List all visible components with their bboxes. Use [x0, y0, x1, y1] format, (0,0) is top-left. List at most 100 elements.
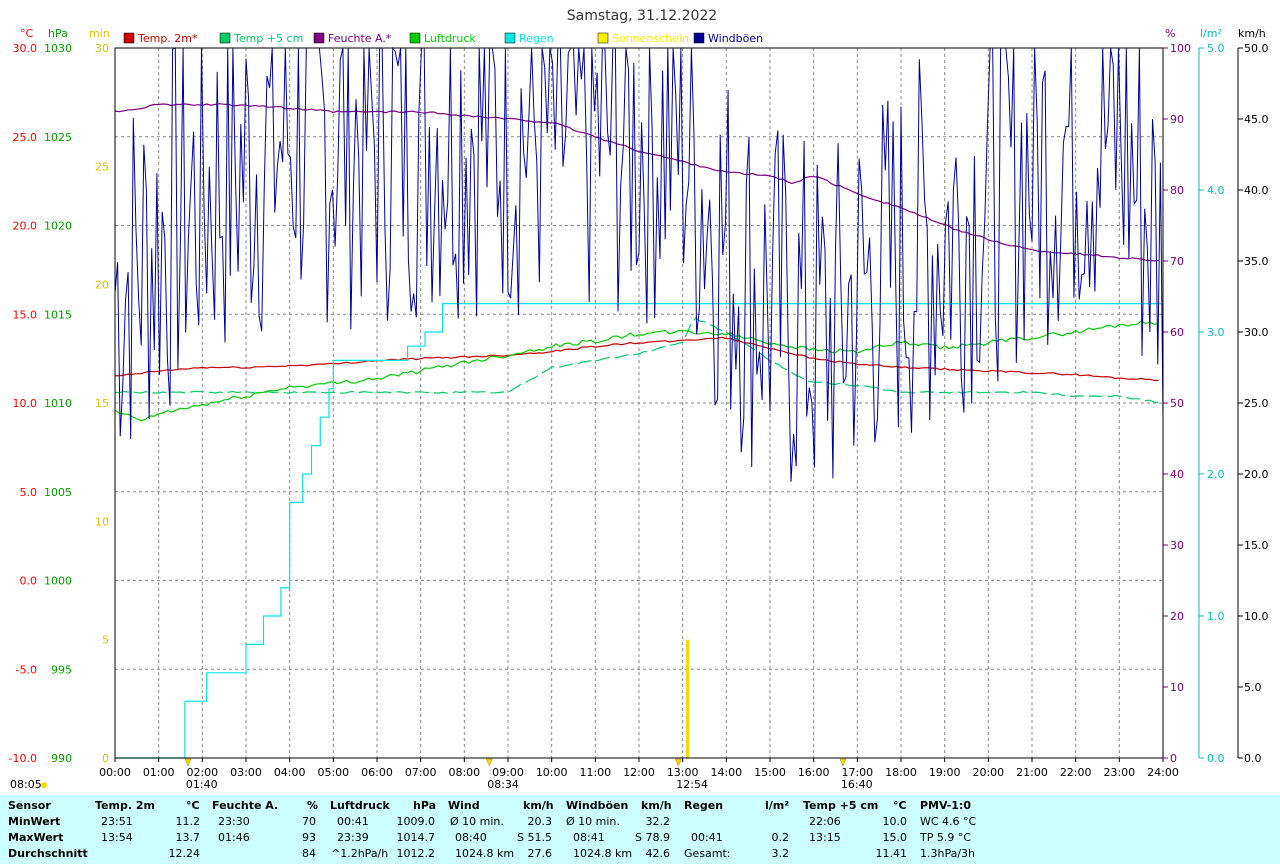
stats-header-t5-unit: °C — [893, 799, 907, 812]
avg-wind-value: 27.6 — [527, 847, 553, 860]
grid — [115, 48, 1163, 758]
series-layer — [114, 46, 1164, 759]
min-press-time: 00:41 — [337, 815, 369, 828]
max-rain-time: 00:41 — [691, 831, 723, 844]
temp-tick-label: 10.0 — [13, 397, 38, 410]
pressure-tick-label: 990 — [51, 752, 72, 765]
pressure-tick-label: 1025 — [44, 131, 72, 144]
axis-unit-labels: °C hPa min% l/m² km/h — [20, 27, 1266, 40]
temp-tick-label: 15.0 — [13, 308, 38, 321]
max-hum-time: 01:46 — [218, 831, 250, 844]
legend-swatch — [504, 32, 516, 44]
temp-tick-label: 0.0 — [20, 575, 38, 588]
humidity-tick-label: 50 — [1170, 397, 1184, 410]
humidity-tick-label: 30 — [1170, 539, 1184, 552]
humidity-tick-label: 0 — [1170, 752, 1177, 765]
stats-header-pressure: Luftdruck — [330, 799, 390, 812]
wind-tick-label: 25.0 — [1244, 397, 1269, 410]
x-tick-label: 10:00 — [536, 766, 568, 779]
stats-row-avg-label: Durchschnitt — [8, 847, 88, 860]
x-tick-label: 01:00 — [143, 766, 175, 779]
x-tick-label: 02:00 — [186, 766, 218, 779]
legend-label: Luftdruck — [424, 32, 476, 45]
temp-tick-label: 20.0 — [13, 220, 38, 233]
sunshine-bar — [686, 639, 690, 758]
pressure-tick-label: 1000 — [44, 575, 72, 588]
marker-label: 01:40 — [186, 778, 218, 791]
x-tick-label: 12:00 — [623, 766, 655, 779]
plot-frame — [114, 47, 1164, 759]
x-tick-label: 11:00 — [579, 766, 611, 779]
min-temp-time: 23:51 — [101, 815, 133, 828]
min-pmv: WC 4.6 °C — [920, 815, 977, 828]
max-gust-value: S 78.9 — [635, 831, 670, 844]
marker-label: 08:34 — [487, 778, 519, 791]
stats-header-wind: Wind — [448, 799, 480, 812]
stats-header-gust-unit: km/h — [641, 799, 672, 812]
series-temp-2m — [114, 336, 1159, 382]
x-tick-label: 07:00 — [405, 766, 437, 779]
temp-unit-label: °C — [20, 27, 34, 40]
weather-chart: Samstag, 31.12.2022 Temp. 2m* Temp +5 cm F… — [9, 8, 1269, 791]
sunshine-tick-label: 20 — [95, 279, 109, 292]
stats-header-wind-unit: km/h — [523, 799, 554, 812]
pressure-tick-label: 1005 — [44, 486, 72, 499]
x-tick-label: 15:00 — [754, 766, 786, 779]
rain-tick-label: 1.0 — [1207, 610, 1225, 623]
humidity-tick-label: 70 — [1170, 255, 1184, 268]
x-tick-label: 16:00 — [798, 766, 830, 779]
avg-temp-value: 12.24 — [168, 847, 201, 860]
x-tick-label: 22:00 — [1060, 766, 1092, 779]
legend: Temp. 2m* Temp +5 cm Feuchte A.* Luftdruck R… — [123, 32, 763, 45]
min-hum-value: 70 — [302, 815, 316, 828]
legend-swatch — [219, 32, 231, 44]
x-tick-label: 21:00 — [1016, 766, 1048, 779]
stats-header-rain: Regen — [684, 799, 724, 812]
sunshine-tick-label: 25 — [95, 160, 109, 173]
avg-t5-value: 11.41 — [875, 847, 908, 860]
pressure-tick-label: 1030 — [44, 42, 72, 55]
wind-tick-label: 50.0 — [1244, 42, 1269, 55]
min-hum-time: 23:30 — [218, 815, 250, 828]
legend-swatch — [597, 32, 609, 44]
pressure-tick-label: 1010 — [44, 397, 72, 410]
stats-header-rain-unit: l/m² — [765, 799, 790, 812]
x-tick-label: 00:00 — [99, 766, 131, 779]
rain-unit-label: l/m² — [1200, 27, 1222, 40]
left-axes: 30.025.020.015.010.05.00.0-5.0-10.010301… — [9, 42, 109, 765]
min-press-value: 1009.0 — [396, 815, 436, 828]
x-tick-label: 19:00 — [929, 766, 961, 779]
legend-label: Temp +5 cm — [233, 32, 303, 45]
min-wind-value: 20.3 — [527, 815, 553, 828]
x-tick-label: 20:00 — [972, 766, 1004, 779]
rain-tick-label: 4.0 — [1207, 184, 1225, 197]
wind-tick-label: 10.0 — [1244, 610, 1269, 623]
marker-triangle — [485, 758, 493, 767]
x-tick-label: 23:00 — [1103, 766, 1135, 779]
x-tick-label: 08:00 — [448, 766, 480, 779]
avg-gust-label: 1024.8 km — [573, 847, 633, 860]
wind-tick-label: 35.0 — [1244, 255, 1269, 268]
max-gust-time: 08:41 — [573, 831, 605, 844]
avg-pmv: 1.3hPa/3h — [920, 847, 976, 860]
stats-row-max-label: MaxWert — [8, 831, 64, 844]
max-press-value: 1014.7 — [396, 831, 436, 844]
legend-label: Regen — [519, 32, 554, 45]
wind-tick-label: 0.0 — [1244, 752, 1262, 765]
legend-swatch — [123, 32, 135, 44]
legend-label: Feuchte A.* — [328, 32, 392, 45]
statistics-table: Sensor Temp. 2m °C Feuchte A. % Luftdruc… — [0, 795, 1280, 864]
pressure-unit-label: hPa — [48, 27, 68, 40]
temp-tick-label: 30.0 — [13, 42, 38, 55]
series-luftdruck — [114, 320, 1159, 422]
rain-tick-label: 5.0 — [1207, 42, 1225, 55]
marker-triangle — [184, 758, 192, 767]
x-tick-label: 03:00 — [230, 766, 262, 779]
legend-swatch — [313, 32, 325, 44]
max-wind-time: 08:40 — [455, 831, 487, 844]
sunshine-tick-label: 5 — [102, 634, 109, 647]
x-tick-label: 17:00 — [841, 766, 873, 779]
max-pmv: TP 5.9 °C — [920, 831, 972, 844]
humidity-tick-label: 60 — [1170, 326, 1184, 339]
x-tick-label: 05:00 — [317, 766, 349, 779]
